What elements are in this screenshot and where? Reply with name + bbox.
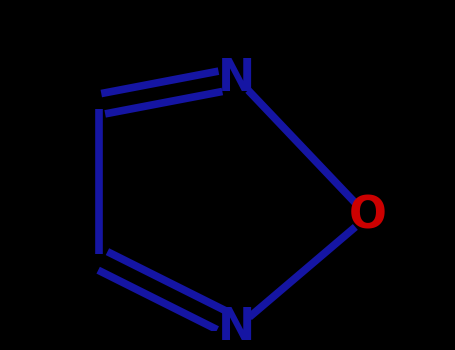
Text: N: N bbox=[218, 57, 255, 100]
Text: O: O bbox=[349, 195, 387, 238]
Text: N: N bbox=[218, 306, 255, 349]
